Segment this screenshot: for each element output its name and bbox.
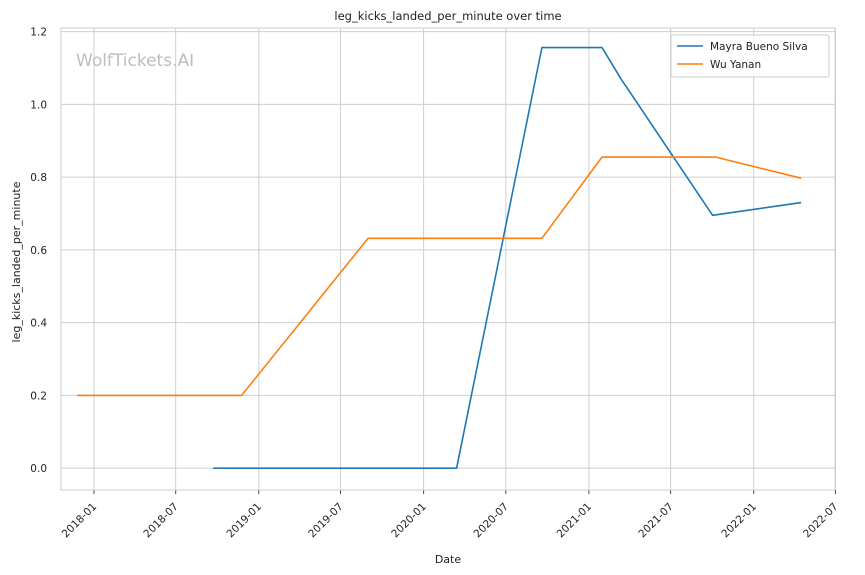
x-tick-label: 2019-01	[224, 501, 264, 541]
x-tick-label: 2019-07	[306, 501, 346, 541]
legend-entry-wu-yanan: Wu Yanan	[710, 59, 761, 71]
y-tick-label: 1.2	[30, 27, 47, 39]
y-tick-label: 0.6	[30, 245, 47, 257]
series-lines	[77, 46, 802, 470]
y-tick-label: 1.0	[30, 99, 47, 111]
chart-title: leg_kicks_landed_per_minute over time	[334, 9, 561, 23]
x-tick-label: 2022-01	[719, 501, 759, 541]
x-axis-label: Date	[435, 553, 462, 566]
series-line-wu-yanan	[77, 156, 802, 397]
y-tick-label: 0.0	[30, 463, 47, 475]
x-tick-label: 2020-07	[472, 501, 512, 541]
grid	[61, 28, 836, 494]
legend-entry-mayra-bueno-silva: Mayra Bueno Silva	[710, 41, 808, 53]
x-tick-label: 2022-07	[801, 501, 841, 541]
tick-labels: 2018-01 2018-07 2019-01 2019-07 2020-01 2020-…	[30, 27, 840, 541]
x-tick-label: 2018-07	[141, 501, 181, 541]
x-tick-label: 2020-01	[389, 501, 429, 541]
x-tick-label: 2018-01	[60, 501, 100, 541]
y-tick-label: 0.4	[30, 318, 47, 330]
x-tick-label: 2021-01	[555, 501, 595, 541]
y-tick-label: 0.2	[30, 390, 47, 402]
legend: Mayra Bueno Silva Wu Yanan	[670, 34, 830, 78]
legend-box	[670, 34, 830, 78]
y-axis-label: leg_kicks_landed_per_minute	[10, 181, 23, 342]
series-line-mayra-bueno-silva	[213, 46, 802, 470]
watermark: WolfTickets.AI	[76, 51, 194, 71]
y-tick-label: 0.8	[30, 172, 47, 184]
x-tick-label: 2021-07	[636, 501, 676, 541]
plot-area	[60, 27, 836, 491]
